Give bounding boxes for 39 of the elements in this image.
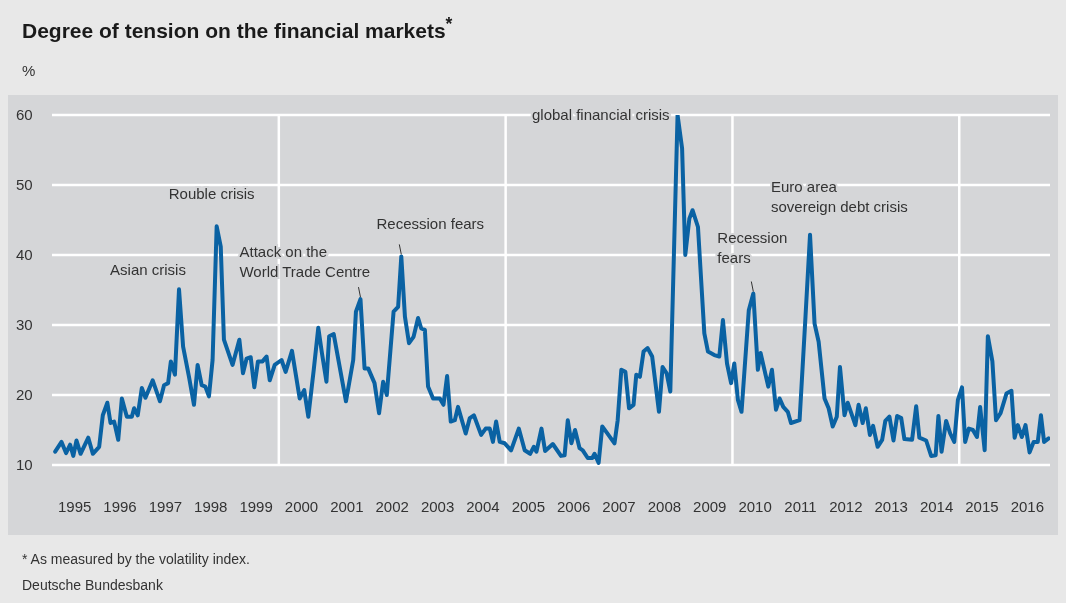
text: Deutsche Bundesbank	[22, 576, 164, 595]
annotation: Euro area sovereign debt crisis	[771, 177, 908, 215]
y-tick-label: 20	[16, 386, 33, 404]
x-tick-label: 2011	[784, 497, 817, 515]
x-tick-label: 2009	[693, 497, 727, 515]
x-tick-label: 2006	[556, 497, 591, 515]
text: * As measured by the volatility index.	[22, 550, 251, 569]
y-axis-title: %	[22, 62, 36, 79]
annotation: global financial crisis	[531, 106, 670, 123]
x-tick-label: 2015	[965, 497, 999, 515]
annotation: Asian crisis	[110, 261, 186, 279]
x-tick-label: 2004	[466, 497, 500, 515]
x-tick-label: 2005	[511, 497, 546, 515]
x-tick-label: 2003	[420, 497, 455, 515]
y-tick-label: 30	[16, 316, 33, 334]
annotation: Rouble crisis	[168, 185, 255, 203]
x-tick-label: 2001	[330, 497, 364, 515]
x-tick-label: 2016	[1010, 497, 1045, 515]
chart-title: Degree of tension on the financial markets$^{*}$	[22, 14, 453, 43]
y-tick-label: 60	[16, 106, 33, 124]
annotation: Recession fears	[376, 215, 485, 233]
x-tick-label: 2012	[829, 497, 863, 515]
x-tick-label: 2002	[375, 497, 409, 515]
y-tick-label: 50	[16, 176, 33, 194]
y-tick-label: 40	[16, 246, 33, 264]
x-tick-label: 2000	[284, 497, 319, 515]
x-tick-label: 2008	[647, 497, 682, 515]
x-tick-label: 1998	[194, 497, 228, 515]
x-tick-label: 2010	[738, 497, 772, 515]
x-tick-label: 1995	[57, 497, 92, 515]
x-tick-label: 1999	[239, 497, 273, 515]
x-tick-label: 1996	[103, 497, 137, 515]
x-tick-label: 2007	[602, 497, 636, 515]
x-tick-label: 2014	[919, 497, 954, 515]
x-tick-label: 1997	[148, 497, 183, 515]
x-tick-label: 2013	[874, 497, 908, 515]
y-tick-label: 10	[16, 456, 33, 474]
annotation: Attack on the World Trade Centre	[239, 243, 371, 281]
annotation: Recession fears	[717, 228, 788, 266]
